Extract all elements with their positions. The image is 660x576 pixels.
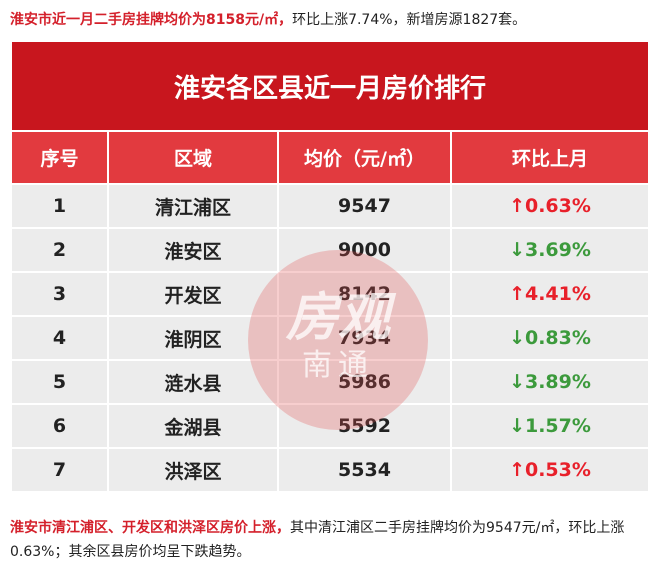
intro-highlight: 淮安市近一月二手房挂牌均价为8158元/㎡， — [10, 12, 293, 28]
change-cell: ↓0.83% — [449, 315, 651, 361]
rank-cell: 1 — [10, 183, 109, 229]
change-cell: ↑0.63% — [449, 183, 651, 229]
rank-cell: 5 — [10, 359, 109, 405]
district-cell: 淮安区 — [107, 227, 279, 273]
rank-cell: 6 — [10, 403, 109, 449]
price-cell: 9000 — [277, 227, 452, 273]
district-cell: 淮阴区 — [107, 315, 279, 361]
district-cell: 开发区 — [107, 271, 279, 317]
intro: 淮安市近一月二手房挂牌均价为8158元/㎡，环比上涨7.74%，新增房源1827… — [10, 8, 526, 32]
rank-cell: 7 — [10, 447, 109, 493]
summary-highlight: 淮安市清江浦区、开发区和洪泽区房价上涨， — [10, 520, 290, 536]
price-cell: 5592 — [277, 403, 452, 449]
header-cell: 区域 — [107, 130, 279, 185]
district-cell: 洪泽区 — [107, 447, 279, 493]
header-cell: 环比上月 — [449, 130, 651, 185]
change-cell: ↓3.89% — [449, 359, 651, 405]
header-cell: 均价（元/㎡） — [277, 130, 452, 185]
rank-cell: 2 — [10, 227, 109, 273]
table-row: 3 开发区 8142 ↑4.41% — [10, 271, 651, 317]
change-cell: ↓3.69% — [449, 227, 651, 273]
rank-cell: 4 — [10, 315, 109, 361]
price-cell: 5534 — [277, 447, 452, 493]
table-row: 2 淮安区 9000 ↓3.69% — [10, 227, 651, 273]
price-cell: 8142 — [277, 271, 452, 317]
price-table: 淮安各区县近一月房价排行 序号 区域 均价（元/㎡） 环比上月 1 清江浦区 9547 ↑0… — [9, 40, 651, 493]
table-row: 4 淮阴区 7934 ↓0.83% — [10, 315, 651, 361]
change-cell: ↑4.41% — [449, 271, 651, 317]
summary-text: 其中清江浦区二手房挂牌均价为9547元/㎡，环比上涨0.63%；其余区县房价均呈… — [10, 520, 625, 560]
district-cell: 清江浦区 — [107, 183, 279, 229]
table-title: 淮安各区县近一月房价排行 — [9, 40, 651, 132]
price-cell: 5986 — [277, 359, 452, 405]
district-cell: 金湖县 — [107, 403, 279, 449]
summary: 淮安市清江浦区、开发区和洪泽区房价上涨，其中清江浦区二手房挂牌均价为9547元/… — [10, 516, 650, 564]
header-row: 序号 区域 均价（元/㎡） 环比上月 — [10, 130, 651, 185]
table-row: 5 涟水县 5986 ↓3.89% — [10, 359, 651, 405]
change-cell: ↓1.57% — [449, 403, 651, 449]
price-cell: 7934 — [277, 315, 452, 361]
rank-cell: 3 — [10, 271, 109, 317]
table-row: 7 洪泽区 5534 ↑0.53% — [10, 447, 651, 493]
intro-text: 环比上涨7.74%，新增房源1827套。 — [292, 12, 527, 28]
change-cell: ↑0.53% — [449, 447, 651, 493]
district-cell: 涟水县 — [107, 359, 279, 405]
table-row: 1 清江浦区 9547 ↑0.63% — [10, 183, 651, 229]
price-cell: 9547 — [277, 183, 452, 229]
table-row: 6 金湖县 5592 ↓1.57% — [10, 403, 651, 449]
header-cell: 序号 — [10, 130, 109, 185]
